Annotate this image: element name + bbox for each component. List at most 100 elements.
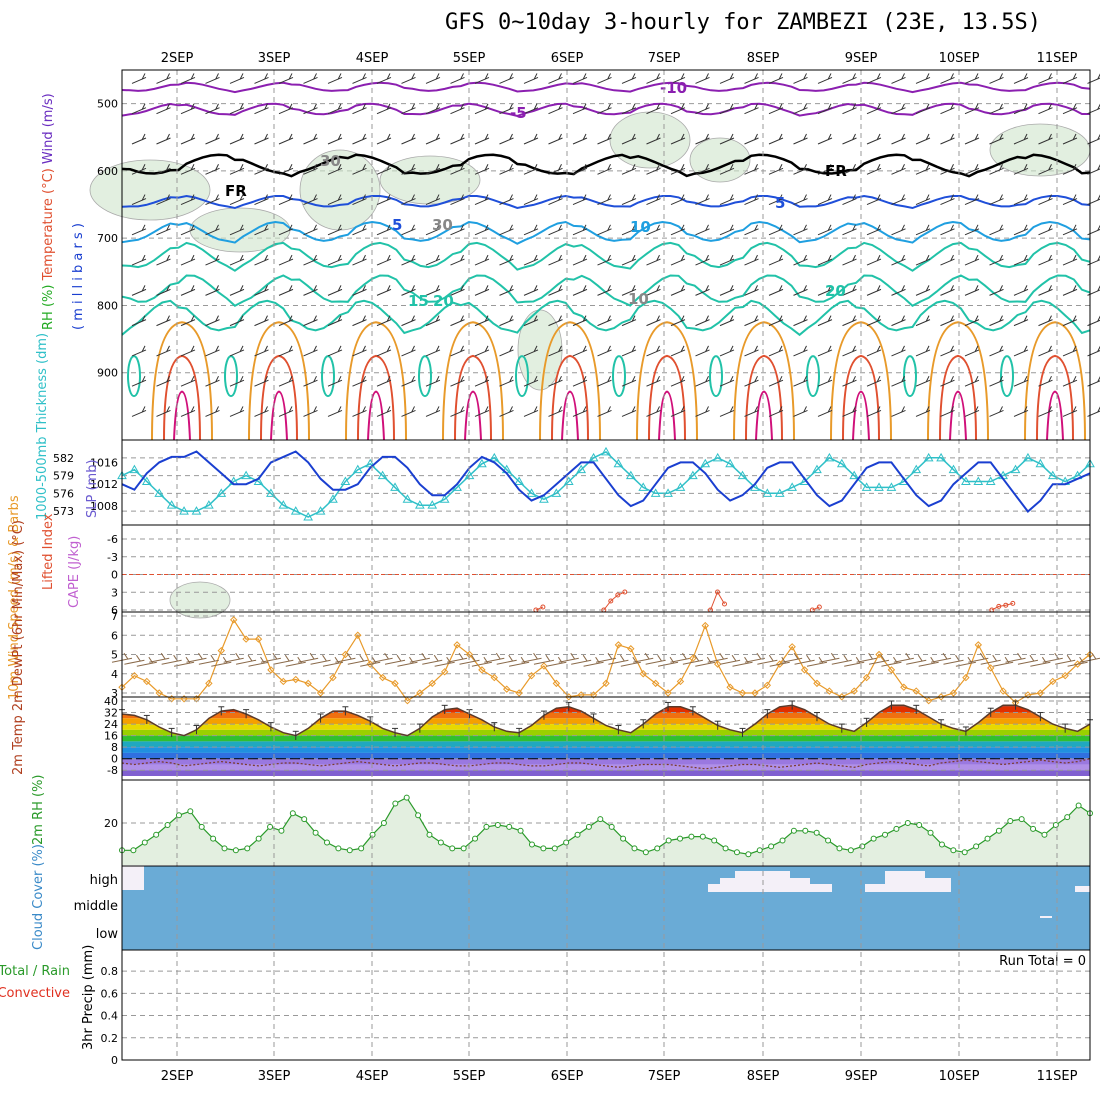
wind-barb: [915, 164, 931, 175]
wind-barb: [1062, 285, 1078, 296]
thickness-point: [625, 470, 636, 480]
temp-2m-panel: [119, 700, 1093, 776]
rh-point: [574, 831, 581, 838]
thickness-tick-label: 582: [53, 452, 74, 465]
wind-barb-10m: [335, 652, 356, 663]
wind-barb: [425, 254, 441, 266]
wind-barb: [646, 345, 661, 357]
wind-barb: [205, 224, 220, 236]
li-tick-label: -6: [107, 533, 118, 546]
thickness-point: [737, 470, 748, 480]
slp-tick-label: 1008: [90, 500, 118, 513]
wind-barb: [670, 406, 686, 417]
temp-tick-label: 40: [104, 695, 118, 708]
wind-barb: [180, 194, 196, 206]
wind-barb-10m: [446, 652, 468, 663]
temp-ylabel: 2m Temp 2m DewPt (6hr Min/Max) (°C): [11, 520, 26, 775]
upper-ylabel: RH (%) Temperature (°C) Wind (m/s): [41, 93, 56, 330]
temp-contour-20-island: [903, 355, 917, 398]
wind-barb: [131, 73, 147, 84]
wind-barb: [376, 345, 392, 357]
wind-barb: [964, 315, 980, 327]
wind-barb: [768, 315, 784, 327]
wind-barb: [866, 406, 882, 417]
wind-barb: [1062, 133, 1078, 145]
rh-point: [153, 831, 160, 838]
wind-barb-10m: [298, 652, 319, 663]
wind-barb: [376, 164, 392, 175]
rh-point: [130, 847, 137, 854]
wind-barb: [866, 73, 882, 84]
thickness-point: [315, 506, 326, 515]
wind-barb: [376, 224, 392, 236]
wind-barb: [327, 194, 343, 206]
wind-barb: [572, 375, 588, 387]
temp-band: [122, 770, 1090, 776]
wind-barb: [768, 224, 784, 236]
rh-point: [836, 845, 843, 852]
temp-contour-35-loop: [357, 354, 395, 441]
wind-barb: [523, 224, 539, 236]
wind-barb: [1013, 375, 1029, 387]
wind-barb: [278, 73, 294, 84]
wind-barb-10m: [868, 654, 890, 665]
rh-point: [540, 845, 547, 852]
wind-speed-point: [316, 689, 325, 697]
wind-barb: [1038, 315, 1053, 327]
wind-barb: [401, 406, 416, 417]
wind-barb: [131, 345, 147, 357]
wind-barb: [891, 375, 906, 387]
wind-barb: [254, 254, 269, 266]
wind-barb: [964, 254, 980, 266]
wind-barb: [572, 315, 588, 327]
wind-barb: [768, 133, 784, 145]
wind-barb: [989, 73, 1004, 84]
temp-contour-20-island: [515, 355, 529, 398]
wind-barb: [1062, 375, 1078, 387]
thickness-point: [874, 482, 884, 491]
panel-frame: [121, 524, 1091, 613]
wind-barb: [425, 285, 441, 296]
cloud-level-label: middle: [74, 899, 118, 914]
wind-barb: [793, 345, 808, 357]
wind-barb: [964, 133, 980, 145]
contour-label: 10: [630, 218, 651, 236]
wind-barb: [548, 224, 563, 236]
thickness-point: [241, 470, 251, 480]
wind-tick-label: 7: [111, 610, 118, 623]
wind-barb: [744, 164, 759, 175]
rh-point: [756, 847, 763, 854]
rh-point: [380, 820, 387, 826]
wind-barb: [327, 254, 343, 266]
wind-barb: [866, 103, 882, 115]
wind-speed-point: [813, 679, 821, 688]
wind-barb: [401, 315, 416, 327]
wind-barb: [842, 194, 857, 206]
wind-ylabel: 10m Wind Speed (m/s) & Barbs: [7, 495, 22, 700]
wind-barb: [548, 103, 563, 115]
wind-barb: [940, 406, 955, 417]
wind-barb: [1013, 285, 1029, 296]
wind-barb: [572, 224, 588, 236]
wind-barb: [1062, 194, 1078, 206]
temp-contour-20-island: [418, 355, 432, 398]
wind-barb: [450, 194, 465, 206]
cloud-gap: [1040, 916, 1052, 918]
thickness-point: [675, 482, 686, 491]
wind-barb: [376, 406, 392, 417]
wind-speed-point: [552, 679, 561, 688]
wind-speed-point: [403, 696, 412, 705]
wind-barb: [695, 73, 710, 84]
wind-barb-10m: [720, 654, 741, 665]
wind-barb: [768, 345, 784, 357]
wind-barb: [450, 345, 465, 357]
wind-barb: [376, 254, 392, 266]
wind-barb: [254, 224, 269, 236]
wind-barb: [842, 133, 857, 145]
wind-barb: [744, 73, 759, 84]
contour-label: 30: [432, 216, 453, 234]
wind-barb: [156, 194, 171, 206]
wind-barb: [891, 406, 906, 417]
wind-speed-point: [602, 679, 610, 688]
wind-barb: [450, 133, 465, 145]
